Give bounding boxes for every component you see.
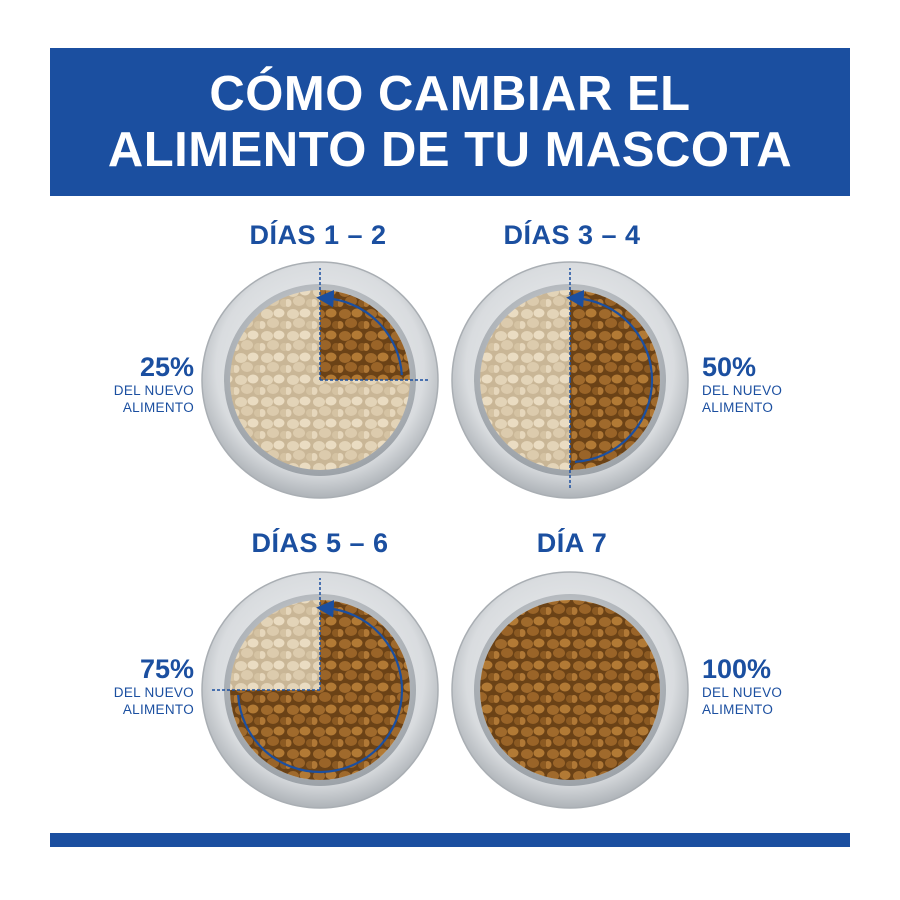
sweep-arrow	[316, 289, 403, 376]
percent-caption-line1: DEL NUEVO	[702, 383, 783, 398]
bowl	[451, 261, 689, 499]
footer-bar	[50, 833, 850, 847]
sweep-arrow	[237, 599, 404, 774]
title-banner: CÓMO CAMBIAR EL ALIMENTO DE TU MASCOTA	[50, 48, 850, 196]
percent-label-100: 100% DEL NUEVO ALIMENTO	[702, 654, 782, 718]
bowl	[201, 261, 439, 499]
new-food	[320, 290, 410, 380]
percent-value: 75%	[139, 654, 194, 684]
title-line-1: CÓMO CAMBIAR EL	[209, 67, 691, 121]
new-food	[480, 600, 660, 780]
bowl	[201, 571, 439, 809]
percent-caption-line2: ALIMENTO	[702, 400, 774, 415]
sweep-arrow	[566, 289, 654, 463]
bowl	[451, 571, 689, 809]
day-label-5-6: DÍAS 5 – 6	[251, 528, 389, 558]
percent-value: 25%	[139, 352, 194, 382]
day-label-3-4: DÍAS 3 – 4	[503, 220, 641, 250]
percent-caption-line1: DEL NUEVO	[113, 685, 194, 700]
percent-label-25: 25% DEL NUEVO ALIMENTO	[114, 352, 194, 416]
percent-caption-line1: DEL NUEVO	[702, 685, 783, 700]
percent-caption-line2: ALIMENTO	[702, 702, 774, 717]
percent-caption-line2: ALIMENTO	[122, 702, 194, 717]
percent-caption-line1: DEL NUEVO	[113, 383, 194, 398]
percent-label-50: 50% DEL NUEVO ALIMENTO	[702, 352, 782, 416]
day-label-1-2: DÍAS 1 – 2	[249, 220, 387, 250]
title-line-2: ALIMENTO DE TU MASCOTA	[107, 123, 793, 177]
percent-value: 100%	[702, 654, 772, 684]
percent-label-75: 75% DEL NUEVO ALIMENTO	[114, 654, 194, 718]
percent-value: 50%	[702, 352, 757, 382]
percent-caption-line2: ALIMENTO	[122, 400, 194, 415]
day-label-7: DÍA 7	[536, 528, 608, 558]
